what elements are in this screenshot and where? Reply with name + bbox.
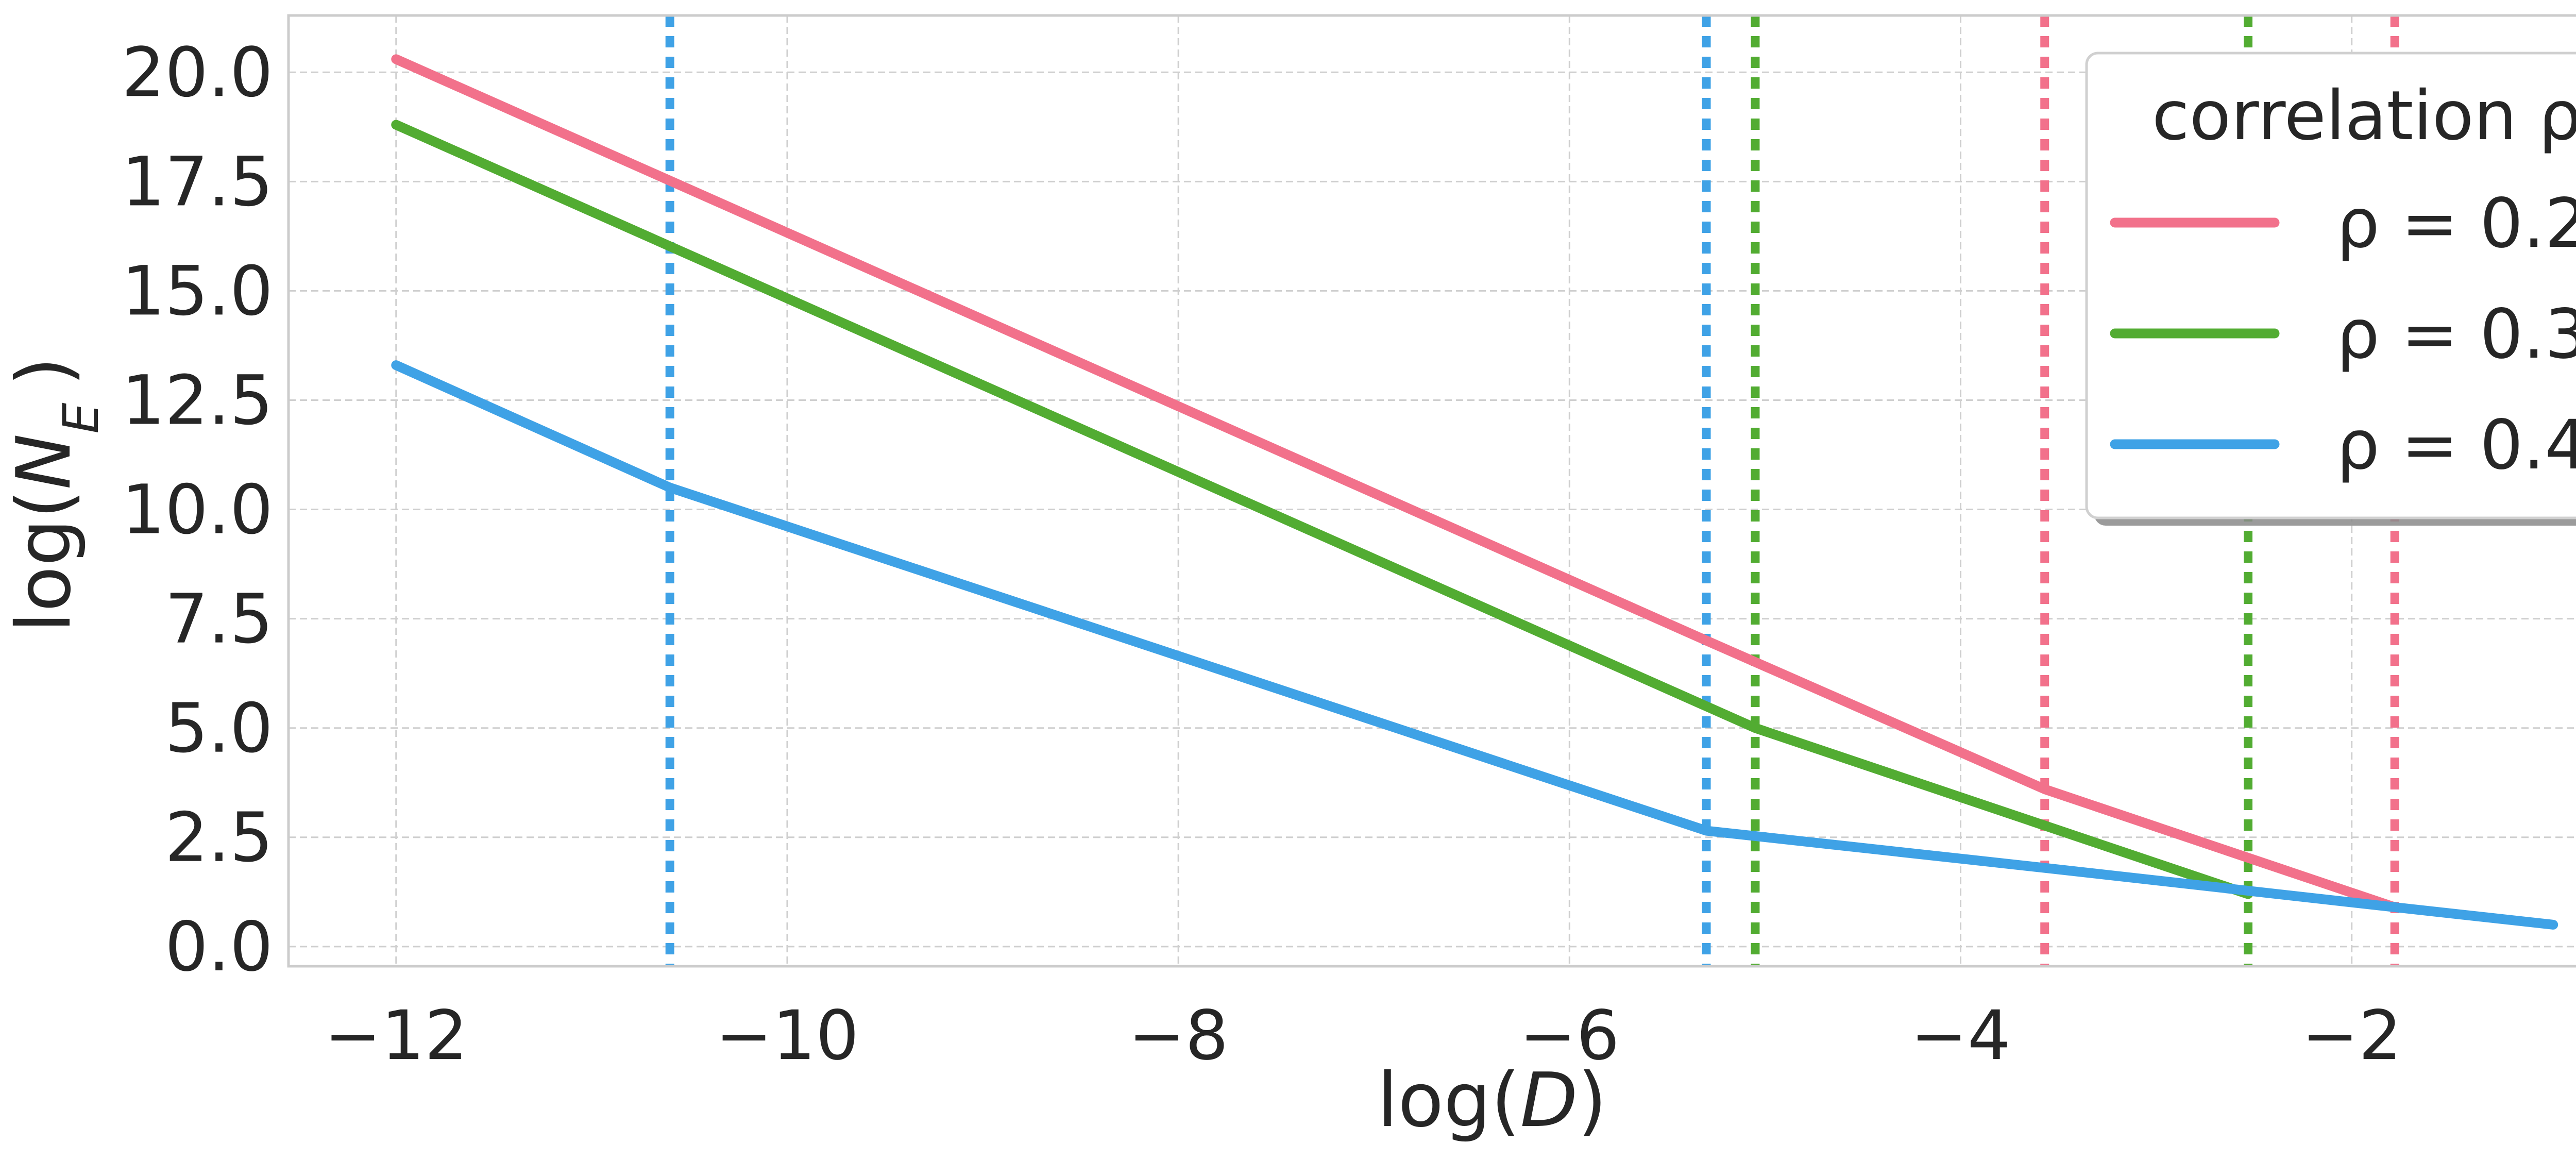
x-tick-label: −2 <box>2301 996 2402 1075</box>
plot-frame <box>287 14 2576 968</box>
x-tick-label: −12 <box>324 996 468 1075</box>
y-tick-label: 15.0 <box>122 251 273 331</box>
legend-box <box>2085 52 2576 519</box>
series-line <box>391 360 2558 930</box>
y-tick-label: 0.0 <box>165 907 273 987</box>
y-tick-label: 10.0 <box>122 470 273 550</box>
legend-label: ρ = 0.35 <box>2336 295 2576 374</box>
x-tick-label: −8 <box>1128 996 1229 1075</box>
x-tick-label: −6 <box>1519 996 1620 1075</box>
series-line <box>391 54 2400 912</box>
legend-label: ρ = 0.2 <box>2336 184 2576 263</box>
legend-items: ρ = 0.2 ρ = 0.35 ρ = 0.49 <box>2110 184 2576 485</box>
legend-label: ρ = 0.49 <box>2336 406 2576 485</box>
y-tick-label: 2.5 <box>165 798 273 878</box>
y-tick-label: 17.5 <box>122 142 273 222</box>
y-tick-label: 5.0 <box>165 689 273 768</box>
series-lines <box>391 54 2558 930</box>
x-tick-labels: −12 −10 −8 −6 −4 −2 <box>324 996 2402 1075</box>
y-tick-label: 20.0 <box>122 33 273 112</box>
legend: correlation ρ ρ = 0.2 ρ = 0.35 ρ = 0.49 <box>2085 52 2576 526</box>
x-tick-label: −10 <box>716 996 859 1075</box>
y-tick-label: 12.5 <box>122 361 273 440</box>
x-tick-label: −4 <box>1910 996 2011 1075</box>
x-axis-label: log(D) <box>1377 1057 1607 1144</box>
legend-title: correlation ρ <box>2152 76 2576 156</box>
y-axis-label: log(NE*) <box>0 357 110 632</box>
y-tick-labels: 0.0 2.5 5.0 7.5 10.0 12.5 15.0 17.5 20.0 <box>122 33 273 987</box>
y-tick-label: 7.5 <box>165 580 273 659</box>
series-line <box>391 120 2253 899</box>
